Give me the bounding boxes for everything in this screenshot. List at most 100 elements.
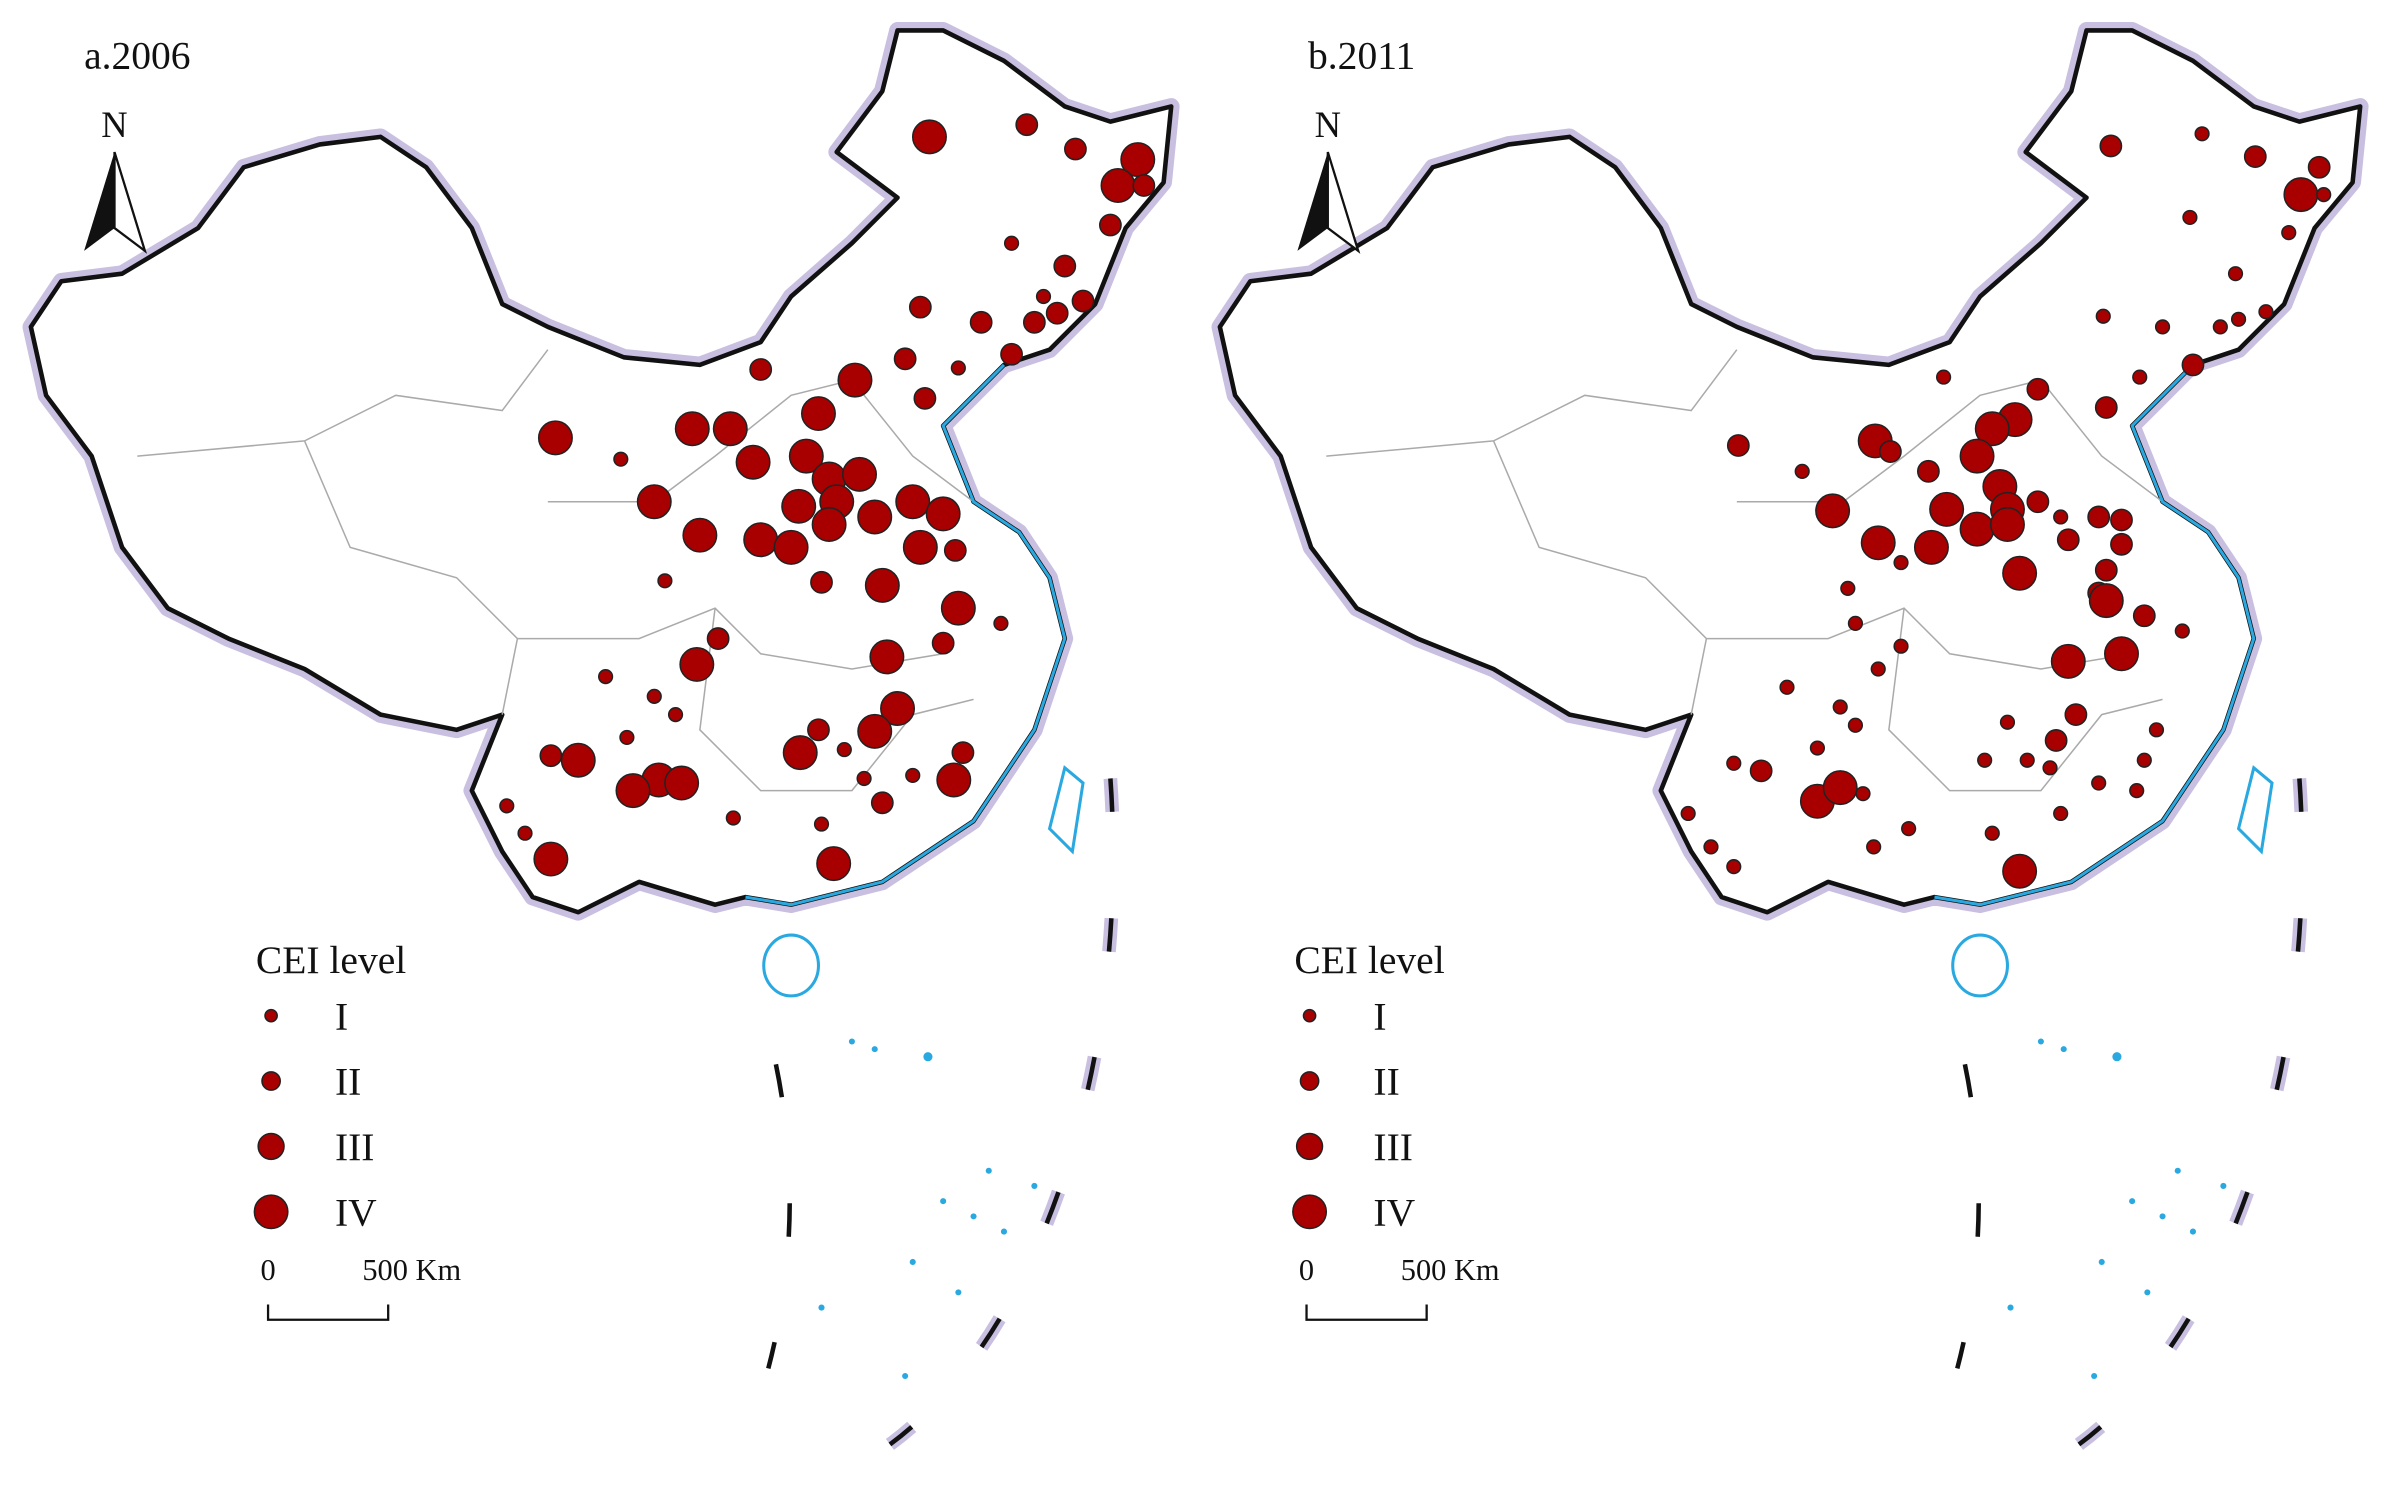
cei-site (837, 362, 873, 398)
cei-site (2050, 643, 2086, 679)
cei-site (598, 668, 614, 685)
cei-site (902, 529, 938, 565)
map-a (31, 30, 1171, 1444)
cei-site (613, 451, 629, 467)
cei-site (913, 386, 937, 410)
cei-site (1989, 507, 2025, 543)
cei-site (2026, 490, 2050, 514)
cei-site (2091, 775, 2107, 791)
cei-site (646, 688, 662, 704)
cei-site (706, 627, 730, 650)
cei-site (1916, 459, 1940, 483)
cei-site (940, 590, 976, 626)
cei-site (2230, 311, 2247, 327)
cei-site (2053, 509, 2069, 525)
cei-site (2132, 369, 2148, 385)
legend-title: CEI level (1294, 938, 1444, 982)
cei-site (2307, 155, 2331, 179)
cei-site (870, 791, 894, 815)
cei-site (1959, 438, 1995, 474)
cei-site (2099, 134, 2123, 158)
cei-site (950, 360, 966, 376)
cei-site (951, 741, 975, 765)
cei-site (657, 573, 673, 589)
cei-site (936, 762, 972, 798)
cei-site (619, 729, 635, 746)
legend-symbol (253, 1194, 289, 1230)
cei-site (788, 438, 824, 474)
north-label: N (101, 104, 127, 145)
cei-site (2053, 805, 2069, 822)
legend-label: I (335, 994, 348, 1038)
cei-site (856, 770, 872, 787)
cei-site (2044, 729, 2068, 752)
cei-site (1100, 168, 1136, 203)
cei-site (1726, 434, 1750, 457)
cei-site (1071, 289, 1095, 313)
cei-site (2316, 187, 2332, 203)
cei-site (782, 735, 818, 771)
scale-bar (266, 1304, 390, 1321)
cei-site (664, 765, 700, 801)
cei-site (499, 798, 515, 814)
cei-site (2154, 319, 2171, 335)
cei-site (905, 767, 921, 784)
cei-site (1726, 755, 1742, 771)
cei-site (1022, 310, 1046, 334)
cei-site (869, 639, 905, 675)
cei-site (1984, 825, 2000, 841)
cei-site (712, 411, 748, 447)
cei-site (2129, 783, 2145, 799)
cei-site (893, 347, 917, 371)
legend-symbol (1295, 1132, 1324, 1161)
cei-site (1840, 580, 1856, 597)
cei-site (1974, 411, 2010, 447)
cei-site (800, 396, 836, 432)
cei-site (537, 420, 573, 456)
cei-site (1098, 213, 1122, 237)
cei-site (2194, 126, 2210, 142)
cei-site (2110, 508, 2133, 532)
legend-label: IV (335, 1190, 377, 1234)
cei-site (1901, 821, 1917, 837)
panel-title: a.2006 (84, 33, 190, 77)
cei-site (2094, 396, 2118, 419)
cei-site (1847, 717, 1864, 733)
legend-symbol (1299, 1071, 1320, 1091)
cei-site (1749, 759, 1773, 783)
cei-site (1936, 369, 1952, 385)
cei-site (2094, 558, 2118, 582)
legend-label: IV (1373, 1190, 1415, 1234)
cei-site (1822, 770, 1858, 806)
legend-label: II (1373, 1060, 1399, 1104)
cei-site (773, 529, 809, 565)
cei-site (667, 707, 684, 723)
north-arrow (84, 152, 115, 251)
cei-site (993, 615, 1009, 631)
cei-site (2212, 319, 2228, 335)
cei-site (1809, 740, 1826, 756)
cei-site (2002, 555, 2038, 591)
scale-bar (1305, 1304, 1428, 1321)
cei-site (880, 691, 916, 727)
cei-site (1929, 491, 1965, 527)
cei-site (1000, 342, 1023, 366)
cei-site (931, 631, 955, 655)
legend-symbol (257, 1132, 285, 1161)
cei-site (811, 507, 847, 543)
cei-site (1866, 839, 1882, 855)
scale-start: 0 (260, 1253, 275, 1287)
north-label: N (1315, 104, 1341, 145)
cei-site (725, 810, 741, 826)
legend-symbol (1302, 1008, 1317, 1023)
cei-site (615, 773, 651, 809)
cei-site (1779, 679, 1795, 695)
cei-site (2095, 308, 2111, 324)
cei-site (857, 713, 893, 749)
cei-site (560, 742, 596, 778)
cei-site (2181, 353, 2205, 377)
cei-site (1959, 511, 1995, 547)
cei-site (1855, 786, 1871, 802)
scale-end: 500 Km (1401, 1253, 1500, 1287)
cei-site (813, 816, 830, 832)
